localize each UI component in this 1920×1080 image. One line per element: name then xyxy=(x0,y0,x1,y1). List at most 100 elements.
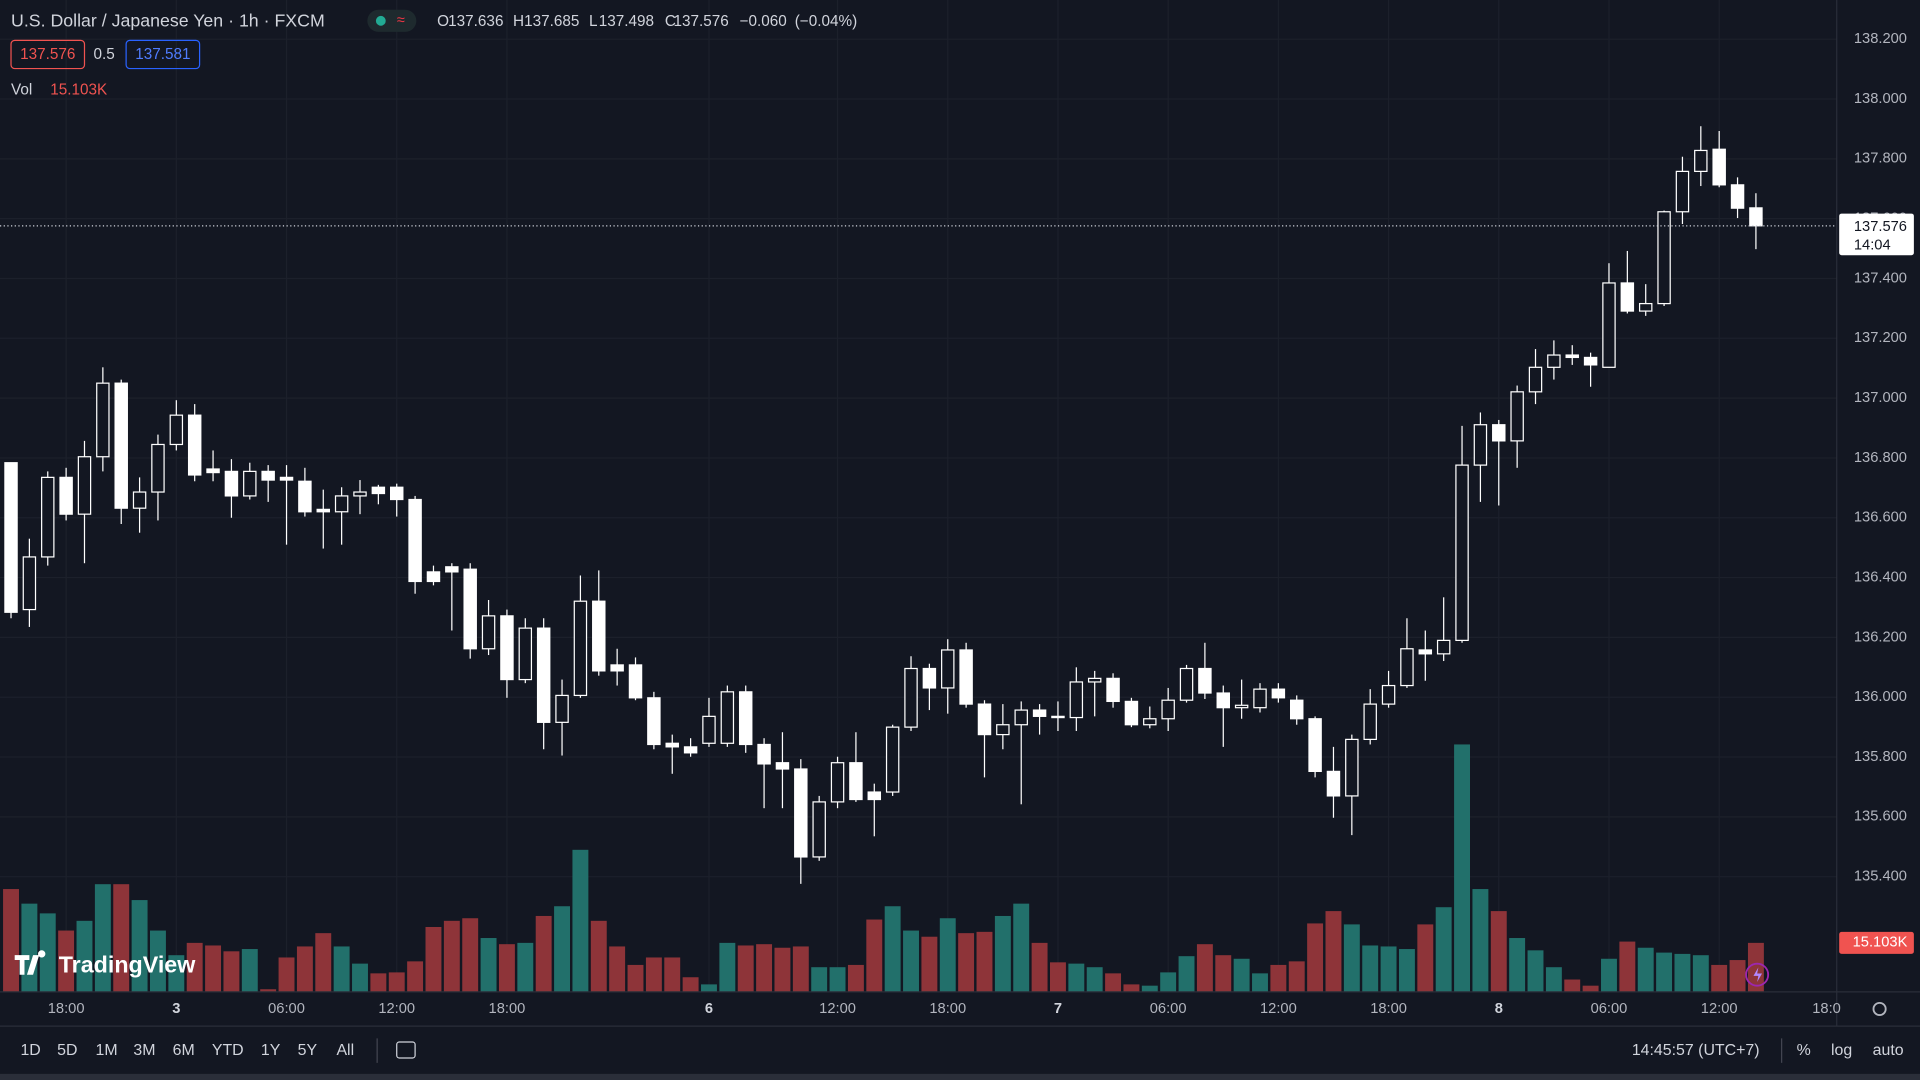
ohlc-prefix: C xyxy=(665,13,676,30)
volume-bar xyxy=(1050,962,1066,992)
timeframe-button[interactable]: 3M xyxy=(133,1042,155,1059)
timeframe-button[interactable]: 5Y xyxy=(298,1042,318,1059)
candle-body-down xyxy=(647,697,661,746)
bottom-edge xyxy=(0,1073,1920,1080)
candle-body-down xyxy=(1308,718,1322,773)
volume-bar xyxy=(572,849,589,992)
candle-body-down xyxy=(1106,677,1120,703)
volume-bar xyxy=(1068,963,1085,992)
candle-body-up xyxy=(1363,703,1377,741)
scale-option[interactable]: log xyxy=(1831,1042,1852,1059)
candle-body-up xyxy=(1694,149,1708,173)
timeframe-button[interactable]: 1Y xyxy=(261,1042,281,1059)
timeframe-button[interactable]: 1D xyxy=(20,1042,40,1059)
candle-body-down xyxy=(922,667,937,689)
candle-body-up xyxy=(1234,704,1249,709)
volume-bar xyxy=(682,977,699,992)
candle-body-down xyxy=(1326,770,1341,797)
scale-option[interactable]: % xyxy=(1797,1042,1811,1059)
bottom-toolbar: 1D 5D 1M 3M 6M YTD 1Y 5Y All 14:45:57 (UTC+7)% log… xyxy=(20,1038,1904,1063)
sell-button[interactable] xyxy=(10,39,86,70)
candle-body-down xyxy=(4,462,18,613)
candle-body-up xyxy=(1069,681,1084,719)
candle-body-down xyxy=(463,568,477,650)
timeframe-button[interactable]: 1M xyxy=(95,1042,117,1059)
volume-bar xyxy=(664,957,681,992)
volume-bar xyxy=(1656,952,1673,992)
candle-body-up xyxy=(22,556,37,611)
timeframe-button[interactable]: YTD xyxy=(212,1042,244,1059)
volume-bar xyxy=(1362,945,1379,992)
scale-option[interactable]: auto xyxy=(1873,1042,1904,1059)
volume-bar xyxy=(1692,955,1709,992)
candle-body-up xyxy=(830,762,845,803)
market-open-dot xyxy=(375,15,386,26)
candle-body-down xyxy=(279,476,294,481)
candle-body-up xyxy=(518,627,533,681)
volume-bar xyxy=(1031,942,1048,992)
candle-body-down xyxy=(408,498,422,583)
candle-body-down xyxy=(426,571,441,583)
volume-title: Vol xyxy=(11,82,32,99)
candles xyxy=(0,126,1837,884)
volume-bar xyxy=(976,931,993,992)
ohlc-prefix: H xyxy=(513,13,524,30)
candle-body-up xyxy=(1143,718,1157,726)
ohlc-prefix: L xyxy=(589,13,598,30)
y-tick-label: 137.000 xyxy=(1854,390,1907,406)
timeframe-button[interactable]: 5D xyxy=(57,1042,77,1059)
volume-bar xyxy=(94,884,111,992)
x-tick-label: 7 xyxy=(1054,1001,1062,1017)
volume-bar xyxy=(113,884,130,992)
y-tick-label: 138.000 xyxy=(1854,91,1907,107)
date-range-icon[interactable] xyxy=(396,1041,416,1059)
volume-bar xyxy=(150,930,166,992)
volume-bar xyxy=(627,964,644,992)
timeframe-button[interactable]: 6M xyxy=(173,1042,195,1059)
candle-body-down xyxy=(1271,688,1286,699)
price-tag xyxy=(1839,213,1914,256)
candle-body-down xyxy=(610,664,624,672)
clock[interactable]: 14:45:57 (UTC+7) xyxy=(1632,1042,1760,1059)
status-pill[interactable] xyxy=(367,9,417,32)
candle-body-up xyxy=(555,694,569,723)
y-tick-label: 138.200 xyxy=(1854,31,1907,47)
y-tick-label: 136.000 xyxy=(1854,689,1907,705)
candle-body-down xyxy=(1032,709,1047,717)
candle-body-up xyxy=(1087,677,1102,683)
settings-icon[interactable] xyxy=(1872,1001,1887,1017)
volume-bar xyxy=(1564,979,1581,992)
volume-bar xyxy=(1086,967,1103,992)
volume-bar xyxy=(480,938,497,992)
candle-body-down xyxy=(114,382,128,509)
candle-body-up xyxy=(1381,684,1396,705)
volume-bar xyxy=(76,920,93,992)
bid-price: 137.576 xyxy=(20,46,75,63)
candle-body-up xyxy=(1400,648,1414,687)
volume-bar xyxy=(1270,964,1287,992)
symbol-title[interactable]: U.S. Dollar / Japanese Yen · 1h · FXCM xyxy=(11,11,325,31)
candle-body-up xyxy=(720,691,735,744)
candle-body-down xyxy=(977,703,992,736)
volume-bar xyxy=(333,946,350,992)
data-delay-icon: ≈ xyxy=(397,13,405,29)
candle-body-down xyxy=(500,615,514,681)
x-tick-label: 06:00 xyxy=(268,1001,305,1017)
volume-bar xyxy=(1490,911,1507,992)
volume-bar xyxy=(58,930,75,992)
alert-icon[interactable] xyxy=(1745,962,1770,987)
ohlc-value: 137.576 xyxy=(673,13,728,30)
candle-body-up xyxy=(1510,391,1524,442)
timeframe-button[interactable]: All xyxy=(336,1042,354,1059)
candle-body-up xyxy=(1436,639,1451,655)
candle-body-down xyxy=(1620,282,1635,312)
alert-bolt xyxy=(1753,967,1763,983)
buy-button[interactable] xyxy=(125,39,201,70)
candle-body-up xyxy=(1253,688,1267,709)
candle-body-down xyxy=(1565,354,1579,359)
logo[interactable]: TradingView xyxy=(14,950,197,977)
volume-bar xyxy=(462,918,479,992)
candle-body-up xyxy=(77,456,92,515)
volume-bar xyxy=(260,989,277,992)
